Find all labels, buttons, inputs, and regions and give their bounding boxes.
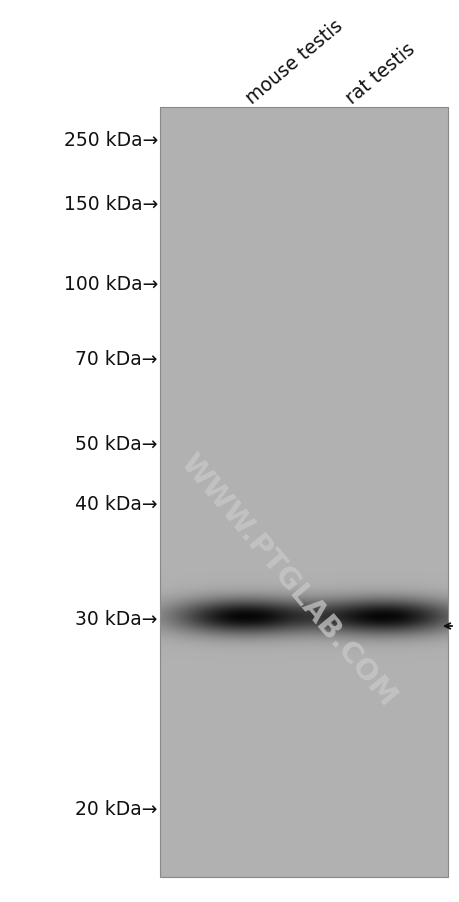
Text: 70 kDa→: 70 kDa→ [75,350,157,369]
Text: 50 kDa→: 50 kDa→ [75,435,157,454]
Text: rat testis: rat testis [342,40,418,108]
Text: 100 kDa→: 100 kDa→ [63,275,157,294]
Text: mouse testis: mouse testis [242,16,346,108]
Text: 20 kDa→: 20 kDa→ [75,799,157,819]
Text: 40 kDa→: 40 kDa→ [75,495,157,514]
Text: WWW.PTGLAB.COM: WWW.PTGLAB.COM [174,448,401,711]
Text: 30 kDa→: 30 kDa→ [75,610,157,629]
Text: 150 kDa→: 150 kDa→ [63,196,157,215]
Text: 250 kDa→: 250 kDa→ [63,131,157,150]
Bar [160,108,447,877]
